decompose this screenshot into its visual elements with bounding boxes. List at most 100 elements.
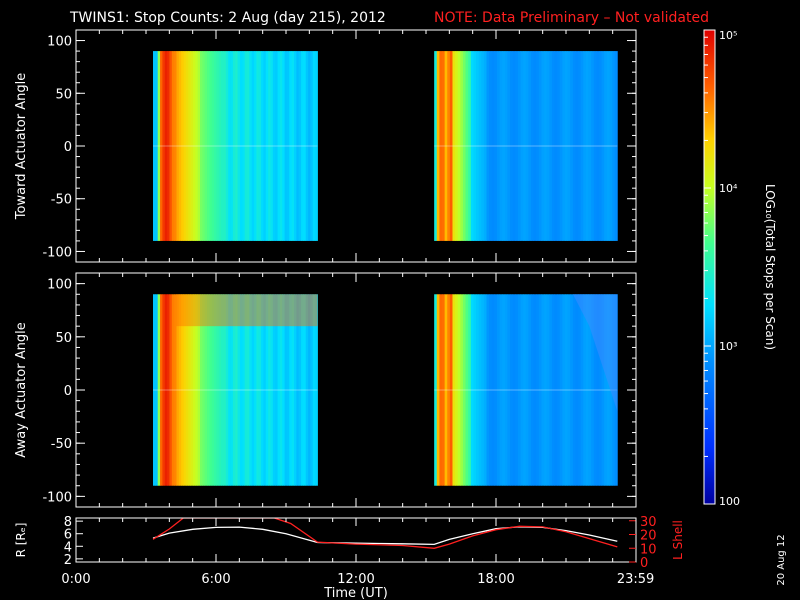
x-tick-label: 6:00 bbox=[201, 572, 230, 587]
y-tick-label: 100 bbox=[47, 35, 72, 50]
zero-angle-streak bbox=[434, 145, 618, 147]
line-series-group bbox=[152, 518, 618, 549]
heatmap-stripe bbox=[462, 294, 466, 486]
heatmap-stripe bbox=[538, 294, 542, 486]
date-stamp: 20 Aug 12 bbox=[776, 534, 787, 585]
heatmap-stripe bbox=[176, 294, 180, 486]
heatmap-stripe bbox=[232, 294, 236, 486]
toward-angle-panel: 100 50 0 -50 -100 Toward Actuator Angle bbox=[14, 29, 637, 263]
chart-title: TWINS1: Stop Counts: 2 Aug (day 215), 20… bbox=[69, 10, 386, 26]
heatmap-stripe bbox=[265, 51, 269, 241]
heatmap-stripe bbox=[557, 51, 561, 241]
heatmap-stripe bbox=[604, 51, 608, 241]
heatmap-stripe bbox=[291, 294, 295, 486]
heatmap-stripe bbox=[536, 294, 540, 486]
heatmap-stripe bbox=[491, 294, 495, 486]
heatmap-stripe bbox=[183, 51, 187, 241]
heatmap-stripe bbox=[439, 51, 443, 241]
heatmap-stripe bbox=[235, 294, 238, 486]
heatmap-stripe bbox=[473, 51, 477, 241]
heatmap-stripe bbox=[178, 294, 182, 486]
heatmap-stripe bbox=[211, 294, 215, 486]
colorbar-gradient bbox=[704, 30, 715, 504]
heatmap-stripe bbox=[436, 294, 440, 486]
colorbar-tick-label: 10³ bbox=[719, 340, 737, 353]
heatmap-stripe bbox=[523, 294, 527, 486]
heatmap-stripe bbox=[221, 294, 224, 486]
heatmap-stripe bbox=[195, 294, 199, 486]
heatmap-stripe bbox=[452, 51, 456, 241]
x-tick-label: 0:00 bbox=[61, 572, 90, 587]
heatmap-stripe bbox=[298, 294, 302, 486]
heatmap-stripe bbox=[593, 51, 597, 241]
heatmap-stripe bbox=[160, 294, 163, 486]
heatmap-stripe bbox=[171, 51, 175, 241]
heatmap-stripe bbox=[601, 51, 605, 241]
heatmap-stripe bbox=[209, 51, 213, 241]
heatmap-stripe bbox=[230, 51, 234, 241]
heatmap-stripe bbox=[251, 294, 255, 486]
heatmap-stripe bbox=[282, 294, 285, 486]
zero-angle-streak bbox=[153, 145, 318, 147]
heatmap-stripe bbox=[606, 51, 610, 241]
heatmap-stripe bbox=[530, 294, 534, 486]
heatmap-stripe bbox=[301, 51, 304, 241]
heatmap-stripe bbox=[596, 51, 600, 241]
x-tick-label: 18:00 bbox=[477, 572, 514, 587]
heatmap-stripe bbox=[230, 294, 234, 486]
right-y-tick-label: 20 bbox=[640, 529, 657, 544]
heatmap-stripe bbox=[164, 51, 168, 241]
heatmap-stripe bbox=[541, 294, 545, 486]
heatmap-stripe bbox=[510, 294, 514, 486]
heatmap-stripe bbox=[609, 51, 613, 241]
heatmap-stripe bbox=[512, 294, 516, 486]
heatmap-stripe bbox=[436, 51, 440, 241]
heatmap-stripe bbox=[470, 294, 474, 486]
heatmap-stripe bbox=[228, 51, 231, 241]
heatmap-stripe bbox=[481, 51, 485, 241]
heatmap-stripe bbox=[572, 294, 576, 486]
heatmap-stripe bbox=[162, 51, 166, 241]
heatmap-stripe bbox=[536, 51, 540, 241]
angle-wedge bbox=[573, 294, 618, 412]
heatmap-stripe bbox=[455, 294, 459, 486]
heatmap-stripe bbox=[570, 294, 574, 486]
colorbar-tick-label: 10⁴ bbox=[719, 182, 738, 195]
heatmap-stripe bbox=[502, 294, 506, 486]
heatmap-stripe bbox=[588, 294, 592, 486]
heatmap-stripe bbox=[465, 294, 469, 486]
heatmap-stripe bbox=[528, 51, 532, 241]
heatmap-stripe bbox=[207, 294, 210, 486]
right-y-tick-label: 0 bbox=[640, 556, 648, 571]
heatmap-stripe bbox=[239, 294, 243, 486]
y-tick-label: -100 bbox=[42, 245, 72, 260]
colorbar-tick-label: 100 bbox=[719, 495, 740, 508]
heatmap-stripe bbox=[585, 294, 589, 486]
right-y-tick-label: 30 bbox=[640, 515, 657, 530]
heatmap-stripe bbox=[251, 51, 255, 241]
heatmap-stripe bbox=[557, 294, 561, 486]
heatmap-stripe bbox=[473, 294, 477, 486]
heatmap-stripe bbox=[202, 294, 206, 486]
heatmap-stripe bbox=[434, 51, 438, 241]
heatmap-stripe bbox=[447, 294, 451, 486]
r-distance-line bbox=[152, 526, 618, 546]
heatmap-stripe bbox=[528, 294, 532, 486]
heatmap-stripe bbox=[221, 51, 224, 241]
heatmap-stripe bbox=[171, 294, 175, 486]
heatmap-stripe bbox=[559, 294, 563, 486]
heatmap-stripe bbox=[244, 294, 248, 486]
heatmap-stripe bbox=[599, 51, 603, 241]
heatmap-stripe bbox=[538, 51, 542, 241]
heatmap-stripe bbox=[447, 51, 451, 241]
heatmap-stripe bbox=[242, 51, 246, 241]
y-tick-label: -50 bbox=[51, 437, 72, 452]
heatmap-stripe bbox=[275, 294, 278, 486]
heatmap-stripe bbox=[286, 294, 290, 486]
heatmap-stripe bbox=[308, 51, 311, 241]
heatmap-stripe bbox=[207, 51, 210, 241]
high-count-region bbox=[176, 294, 318, 327]
heatmap-stripe bbox=[157, 51, 161, 241]
heatmap-stripe bbox=[544, 294, 548, 486]
x-tick-label: 23:59 bbox=[617, 572, 654, 587]
